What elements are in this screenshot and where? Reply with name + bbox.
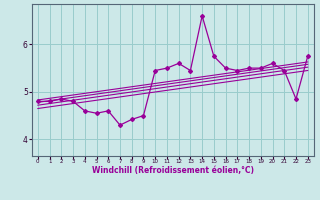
X-axis label: Windchill (Refroidissement éolien,°C): Windchill (Refroidissement éolien,°C) [92,166,254,175]
